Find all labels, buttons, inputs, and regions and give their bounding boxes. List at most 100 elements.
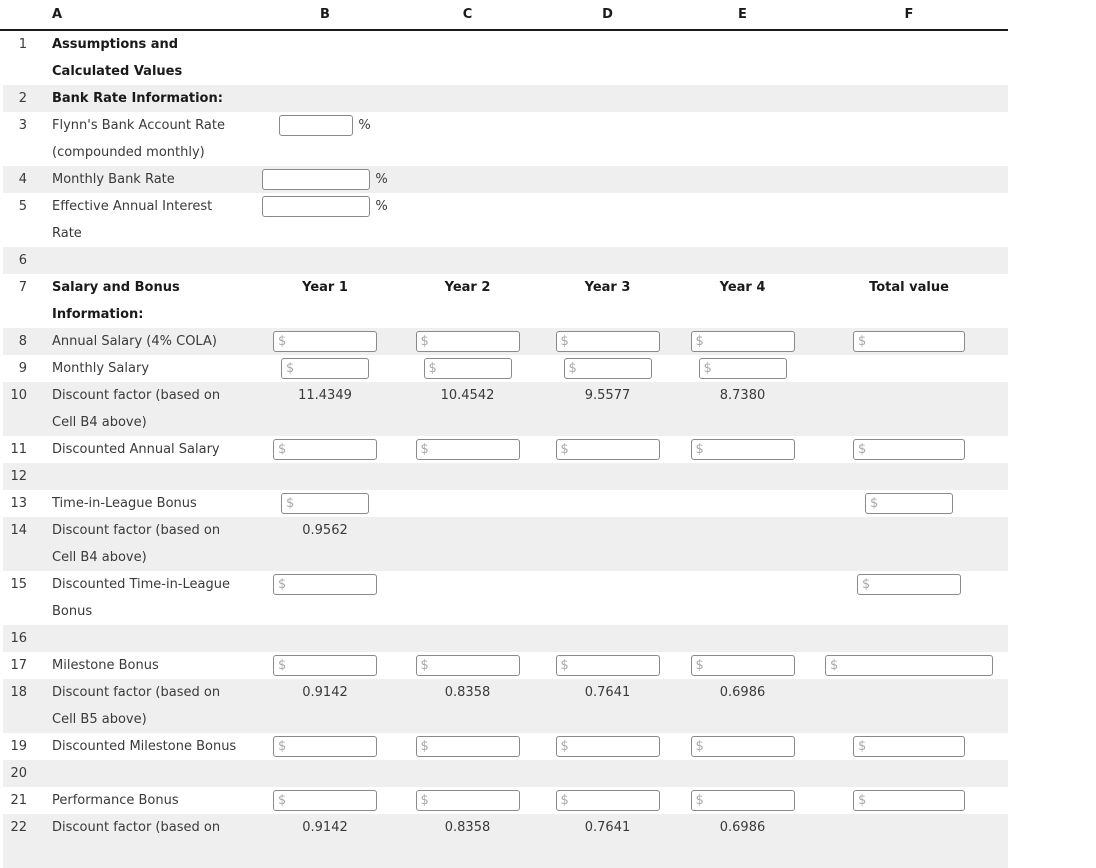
cell-input-F11[interactable] (853, 439, 965, 460)
cell-E2 (675, 85, 810, 112)
row-number: 17 (10, 658, 27, 673)
row-label: Monthly Salary (52, 361, 150, 376)
input-line (555, 652, 660, 679)
cell-input-F8[interactable] (853, 331, 965, 352)
cell-input-D19[interactable] (555, 736, 660, 757)
row-number: 6 (18, 253, 27, 268)
cell-input-D21[interactable] (555, 790, 660, 811)
cell-input-B21[interactable] (273, 790, 377, 811)
table-row-11: 11 Discounted Annual Salary (3, 436, 1008, 463)
cell-input-B11[interactable] (273, 439, 377, 460)
table-row-7: 7 Salary and Bonus Information: Year 1 Year… (3, 274, 1008, 328)
cell-D20 (540, 760, 675, 787)
cell-D18: 0.7641 (540, 679, 675, 733)
cell-value-D10: 9.5577 (584, 388, 631, 403)
cell-input-B8[interactable] (273, 331, 377, 352)
cell-input-B13[interactable] (281, 493, 369, 514)
cell-input-B17[interactable] (273, 655, 377, 676)
cell-F18 (810, 679, 1008, 733)
input-line (273, 733, 377, 760)
row-label (42, 463, 255, 490)
cell-input-F19[interactable] (853, 736, 965, 757)
input-line (273, 787, 377, 814)
cell-input-B4[interactable] (262, 169, 371, 190)
cell-F1 (810, 31, 1008, 85)
cell-B20 (255, 760, 395, 787)
table-row-21: 21 Performance Bonus (3, 787, 1008, 814)
column-header-e: E (738, 7, 747, 22)
cell-input-E8[interactable] (690, 331, 795, 352)
input-line (281, 355, 369, 382)
cell-input-F15[interactable] (857, 574, 961, 595)
cell-F12 (810, 463, 1008, 490)
cell-input-F13[interactable] (865, 493, 953, 514)
column-header-f: F (904, 7, 914, 22)
cell-input-B19[interactable] (273, 736, 377, 757)
input-line (555, 328, 660, 355)
cell-input-C19[interactable] (415, 736, 520, 757)
cell-input-B3[interactable] (279, 115, 354, 136)
cell-C1 (395, 31, 540, 85)
input-line (698, 355, 787, 382)
cell-value-E22: 0.6986 (719, 820, 766, 835)
cell-E4 (675, 166, 810, 193)
cell-B5: % (255, 193, 395, 247)
cell-C8 (395, 328, 540, 355)
input-line (273, 571, 377, 598)
cell-input-E17[interactable] (690, 655, 795, 676)
cell-input-D8[interactable] (555, 331, 660, 352)
cell-C20 (395, 760, 540, 787)
table-row-16: 16 (3, 625, 1008, 652)
cell-input-B5[interactable] (262, 196, 371, 217)
cell-input-D9[interactable] (563, 358, 652, 379)
cell-input-C11[interactable] (415, 439, 520, 460)
row-label: Bank Rate Information: (52, 91, 223, 106)
year-header: Year 2 (444, 280, 491, 295)
cell-F10 (810, 382, 1008, 436)
cell-input-D11[interactable] (555, 439, 660, 460)
cell-input-D17[interactable] (555, 655, 660, 676)
row-number: 13 (10, 496, 27, 511)
input-line (415, 328, 520, 355)
table-row-9: 9 Monthly Salary (3, 355, 1008, 382)
row-label: Time-in-League Bonus (52, 496, 197, 511)
cell-F20 (810, 760, 1008, 787)
cell-input-C9[interactable] (423, 358, 512, 379)
table-row-18: 18 Discount factor (based on Cell B5 abov… (3, 679, 1008, 733)
cell-C9 (395, 355, 540, 382)
cell-input-E21[interactable] (690, 790, 795, 811)
cell-E7: Year 4 (675, 274, 810, 328)
input-line (563, 355, 652, 382)
cell-input-C21[interactable] (415, 790, 520, 811)
table-row-6: 6 (3, 247, 1008, 274)
cell-B15 (255, 571, 395, 625)
cell-D3 (540, 112, 675, 166)
cell-D10: 9.5577 (540, 382, 675, 436)
cell-E12 (675, 463, 810, 490)
cell-C22: 0.8358 (395, 814, 540, 868)
cell-F9 (810, 355, 1008, 382)
cell-C17 (395, 652, 540, 679)
cell-input-E19[interactable] (690, 736, 795, 757)
cell-C2 (395, 85, 540, 112)
cell-F16 (810, 625, 1008, 652)
cell-input-B9[interactable] (281, 358, 369, 379)
cell-input-C17[interactable] (415, 655, 520, 676)
input-line: % (279, 112, 371, 139)
cell-D7: Year 3 (540, 274, 675, 328)
cell-E18: 0.6986 (675, 679, 810, 733)
cell-input-B15[interactable] (273, 574, 377, 595)
cell-input-F21[interactable] (853, 790, 965, 811)
input-line (415, 652, 520, 679)
row-label: Assumptions and Calculated Values (52, 37, 183, 79)
cell-input-E9[interactable] (698, 358, 787, 379)
table-row-4: 4 Monthly Bank Rate% (3, 166, 1008, 193)
cell-B16 (255, 625, 395, 652)
cell-C12 (395, 463, 540, 490)
cell-input-F17[interactable] (825, 655, 993, 676)
input-line: % (262, 193, 388, 220)
cell-input-E11[interactable] (690, 439, 795, 460)
cell-F4 (810, 166, 1008, 193)
cell-B8 (255, 328, 395, 355)
cell-input-C8[interactable] (415, 331, 520, 352)
